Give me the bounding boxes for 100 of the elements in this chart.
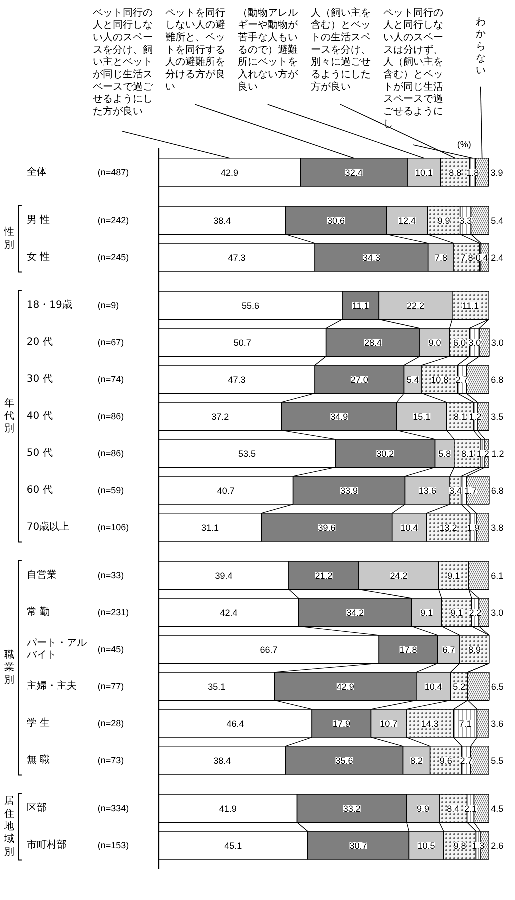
data-label: 33.9 [340,486,358,496]
data-label: 30.7 [350,840,368,851]
text: わからない [476,17,486,77]
data-label: 32.4 [345,168,363,178]
category-label: 70歳以上 (n=106) [26,522,130,533]
y-axis-title: 居住地域別 [3,796,14,858]
text: （動物アレルギーや動物が苦手な人もいるので）避難所にペットを入れない方が良い [238,8,300,93]
data-label: 1.2 [492,448,504,459]
data-label: 7.8 [434,252,448,263]
category-label: 全体 (n=487) [26,166,130,178]
data-label: 34.9 [330,412,348,422]
data-label: 2.7 [456,375,468,386]
data-label: 2.6 [491,840,504,851]
data-label: 1.9 [467,522,480,533]
category-label: 18・19歳 (n=9) [26,300,120,312]
category-label: パート・アルバイト (n=45) [26,638,124,662]
data-label: 17.8 [400,645,418,656]
data-label: 10.7 [380,718,398,729]
text: ペットを同行しない人の避難所と、ペットを同行する人の避難所を分ける方が良い [166,8,226,93]
data-label: 45.1 [224,840,242,851]
data-label: 53.5 [238,448,256,459]
data-label: 41.9 [219,804,237,814]
category-label: 常 勤 (n=231) [26,607,130,618]
data-label: 3.4 [449,486,462,496]
data-label: 10.4 [424,682,442,692]
data-label: 66.7 [260,645,278,656]
data-label: 30.2 [376,448,394,459]
category-label: 女 性 (n=245) [26,252,130,263]
data-label: 6.8 [491,375,504,386]
data-label: 1.8 [466,168,480,178]
data-label: 47.3 [228,375,246,386]
y-axis-title: 年代別 [3,397,14,435]
data-label: 5.4 [406,375,420,386]
data-label: 3.9 [490,168,504,178]
data-label: 6.7 [442,645,456,656]
category-label: 主婦・主夫 (n=77) [26,680,124,692]
data-label: 35.6 [336,756,354,766]
data-label: 1.3 [472,840,485,851]
data-label: 7.1 [459,718,472,729]
data-label: 15.1 [413,412,431,422]
data-label: 33.2 [343,804,361,814]
data-label: 2.2 [469,608,482,618]
data-label: 28.4 [364,338,382,348]
data-label: 38.4 [214,216,232,226]
data-label: 38.4 [214,756,232,766]
data-label: 1.2 [476,448,490,459]
data-label: 6.8 [491,486,504,496]
data-label: 2.4 [491,252,504,263]
data-label: 5.5 [491,756,504,766]
data-label: 11.1 [352,301,370,312]
data-label: 8.1 [462,448,474,459]
data-label: 50.7 [234,338,252,348]
data-label: 27.0 [350,375,368,386]
data-label: 9.0 [428,338,442,348]
data-label: 10.5 [418,840,436,851]
data-label: 12.4 [398,216,416,226]
data-label: 9.6 [440,756,452,766]
category-label: 自営業 (n=33) [26,570,124,582]
category-label: 30 代 (n=74) [26,374,124,386]
data-label: 42.9 [221,168,239,178]
data-label: 3.0 [468,338,482,348]
category-label: 市町村部 (n=153) [26,840,130,851]
data-label: 30.6 [327,216,346,226]
text: 人（飼い主を含む）とペットの生活スペースを分け、別々に過ごせるようにした方が良い [310,6,371,93]
data-label: 9.1 [448,571,460,582]
data-label: 42.4 [220,608,238,618]
data-label: 3.3 [460,216,472,226]
data-label: 0.4 [476,252,488,263]
data-label: 35.1 [208,682,226,692]
data-label: 4.5 [491,804,504,814]
data-label: 42.9 [336,682,354,692]
data-label: 34.3 [362,252,380,263]
data-label: 13.6 [418,486,436,496]
text: ペット同行の人と同行しない人のスペースを分け、飼い主とペットが同じ生活スペースで過ごせるようにした方が良い [92,8,153,118]
category-label: 区部 (n=334) [26,803,130,814]
data-label: 39.4 [215,571,233,582]
category-label: 40 代 (n=86) [26,411,124,422]
data-label: 8.1 [454,412,466,422]
data-label: 1.2 [469,412,482,422]
data-label: 40.7 [217,486,235,496]
data-label: 3.5 [491,412,504,422]
data-label: 10.1 [415,168,433,178]
data-label: 9.9 [438,216,450,226]
data-label: 9.8 [454,840,466,851]
data-label: 47.3 [228,252,246,263]
data-label: 24.2 [390,571,408,582]
data-label: 14.3 [421,718,439,729]
data-label: 13.2 [440,522,458,533]
data-label: 5.4 [491,216,504,226]
category-label: 50 代 (n=86) [26,448,124,459]
data-label: 6.1 [491,571,504,582]
data-label: 8.4 [447,804,460,814]
data-label: 6.5 [491,682,504,692]
y-axis-title: 職業別 [4,648,14,686]
text: (%) [457,140,472,150]
data-label: 22.2 [407,301,425,312]
data-label: 10.8 [431,375,449,386]
data-label: 7.8 [460,252,474,263]
data-label: 10.4 [400,522,418,533]
data-label: 34.2 [346,608,364,618]
